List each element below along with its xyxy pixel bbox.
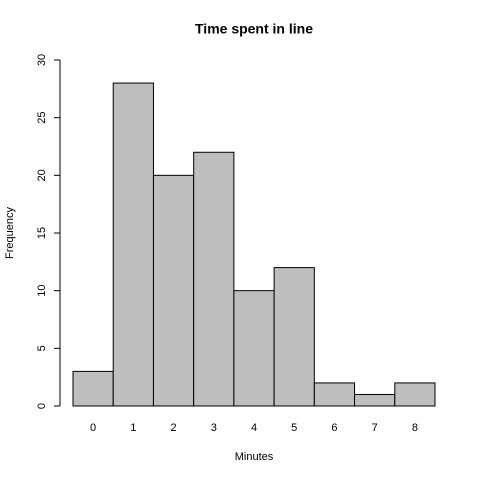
x-tick-label: 7 [372, 422, 378, 434]
bar [152, 174, 195, 407]
bar [313, 382, 356, 407]
x-tick-label: 0 [90, 422, 96, 434]
bar [273, 267, 315, 407]
y-tick-label: 0 [36, 403, 48, 409]
y-tick-label: 10 [36, 285, 48, 297]
bar [72, 370, 114, 407]
y-tick-label: 20 [36, 169, 48, 181]
bar [233, 290, 275, 407]
x-tick-label: 8 [412, 422, 418, 434]
y-tick-label: 15 [36, 227, 48, 239]
bar [193, 151, 235, 407]
bar [112, 82, 154, 407]
bar [394, 382, 436, 407]
x-axis-label: Minutes [235, 451, 274, 463]
y-tick-label: 30 [36, 54, 48, 66]
x-tick-label: 2 [170, 422, 176, 434]
y-tick-label: 25 [36, 112, 48, 124]
y-tick-label: 5 [36, 345, 48, 351]
x-tick-label: 3 [211, 422, 217, 434]
x-tick-label: 4 [251, 422, 257, 434]
chart-title: Time spent in line [195, 21, 313, 37]
bar [354, 393, 396, 407]
x-tick-label: 5 [291, 422, 297, 434]
x-tick-label: 6 [331, 422, 337, 434]
x-tick-label: 1 [130, 422, 136, 434]
y-axis-label: Frequency [4, 207, 16, 259]
